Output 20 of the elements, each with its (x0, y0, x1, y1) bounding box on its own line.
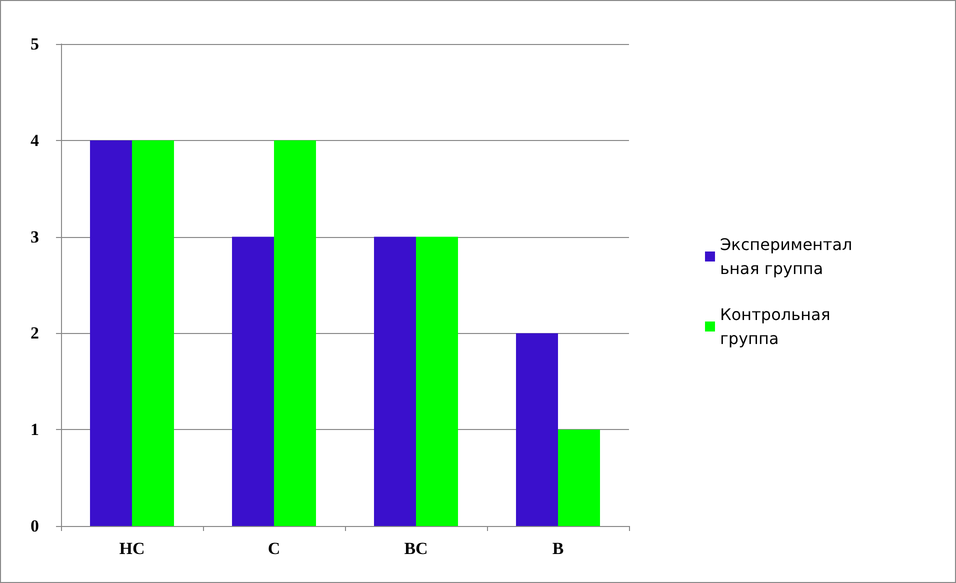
bar (232, 236, 274, 526)
bar (132, 140, 174, 526)
x-tick-label: В (552, 539, 564, 558)
y-tick-label: 2 (30, 324, 39, 343)
x-tick-label: НС (119, 539, 145, 558)
bar (516, 333, 558, 526)
x-tick-label: С (268, 539, 280, 558)
y-tick-label: 0 (30, 516, 39, 536)
bar (274, 140, 316, 526)
y-tick-label: 1 (30, 420, 39, 440)
bar (416, 236, 458, 526)
y-tick-label: 4 (30, 130, 40, 150)
legend-label: Экспериментальная группа (720, 235, 852, 278)
y-tick-label: 5 (30, 34, 39, 54)
bar (90, 140, 132, 526)
y-tick-label: 3 (30, 227, 39, 246)
legend-label: Контрольная группа (720, 305, 841, 348)
x-tick-label: ВС (404, 539, 428, 558)
bar (374, 236, 416, 526)
bar (558, 430, 600, 526)
